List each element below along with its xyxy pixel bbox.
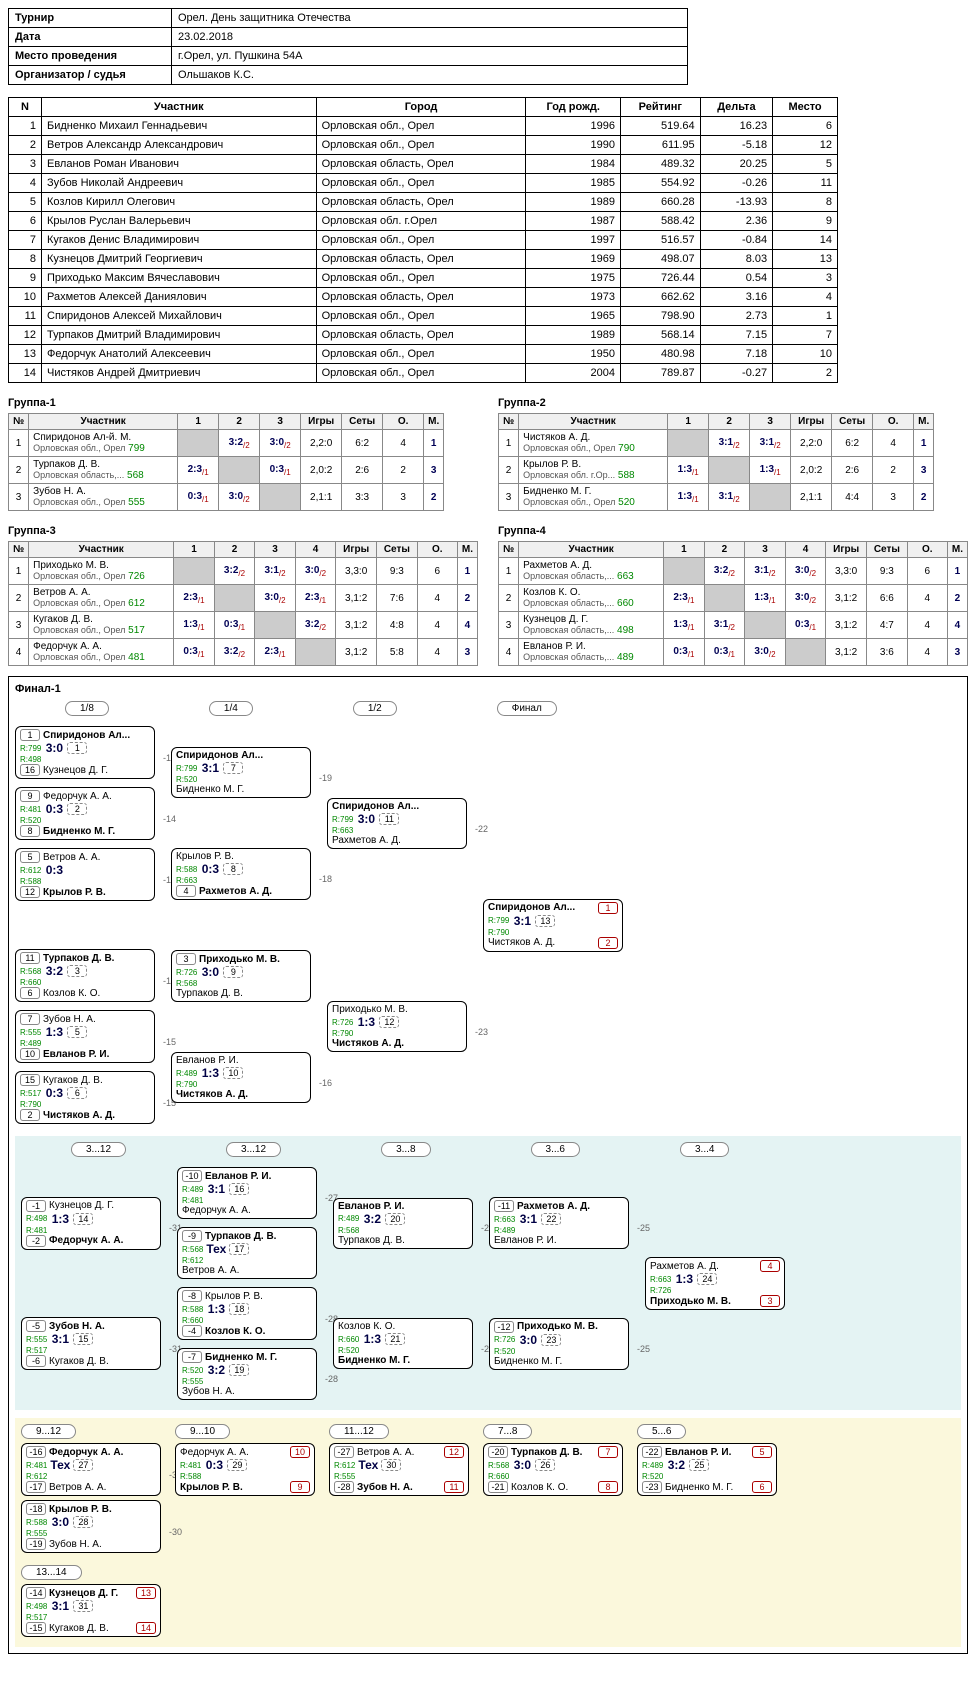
group-table: Группа-1 №Участник123ИгрыСетыО.М. 1 Спир… [8, 393, 478, 511]
table-row: 7Кугаков Денис ВладимировичОрловская обл… [9, 231, 838, 250]
group-row: 3 Зубов Н. А.Орловская обл., Орел 555 0:… [9, 484, 444, 511]
bracket-match: Рахметов А. Д.4 R:6631:324 R:726 Приходь… [645, 1257, 785, 1310]
final-bracket: Финал-1 1/8 1/4 1/2 Финал 1Спиридонов Ал...… [8, 676, 968, 1654]
consolation-3-12: 3...123...123...83...63...4 -1Кузнецов Д… [15, 1136, 961, 1410]
bracket-match: Приходько М. В. R:7261:312 R:790 Чистяко… [327, 1001, 467, 1052]
table-row: 5Козлов Кирилл ОлеговичОрловская область… [9, 193, 838, 212]
bracket-match: 9Федорчук А. А. R:4810:32 R:520 8Бидненк… [15, 787, 155, 840]
table-row: 14Чистяков Андрей ДмитриевичОрловская об… [9, 364, 838, 383]
mini-bracket: 9...12 -16Федорчук А. А. R:481Тех27 R:61… [21, 1424, 161, 1557]
col-header: Рейтинг [620, 98, 700, 117]
table-row: 1Бидненко Михаил ГеннадьевичОрловская об… [9, 117, 838, 136]
bracket-match: Евланов Р. И. R:4893:220 R:568 Турпаков … [333, 1198, 473, 1249]
group-row: 1 Рахметов А. Д.Орловская область,... 66… [499, 558, 968, 585]
bracket-match: Спиридонов Ал... R:7993:17 R:520 Бидненк… [171, 747, 311, 798]
group-row: 1 Чистяков А. Д.Орловская обл., Орел 790… [499, 430, 934, 457]
bracket-match: -16Федорчук А. А. R:481Тех27 R:612 -17Ве… [21, 1443, 161, 1496]
bracket-match: 5Ветров А. А. R:6120:3 R:588 12Крылов Р.… [15, 848, 155, 901]
bracket-title: Финал-1 [15, 683, 961, 695]
table-row: 6Крылов Руслан ВалерьевичОрловская обл. … [9, 212, 838, 231]
group-row: 2 Козлов К. О.Орловская область,... 660 … [499, 585, 968, 612]
bracket-match: -22Евланов Р. И.5 R:4893:225 R:520 -23Би… [637, 1443, 777, 1496]
col-header: Место [773, 98, 838, 117]
info-table: ТурнирОрел. День защитника ОтечестваДата… [8, 8, 688, 85]
group-table: Группа-3 №Участник1234ИгрыСетыО.М. 1 При… [8, 521, 478, 666]
bracket-match: Крылов Р. В. R:5880:38 R:663 4Рахметов А… [171, 848, 311, 900]
participants-table: NУчастникГородГод рожд.РейтингДельтаМест… [8, 97, 838, 383]
bracket-match: 3Приходько М. В. R:7263:09 R:568 Турпако… [171, 950, 311, 1002]
bracket-match: Козлов К. О. R:6601:321 R:520 Бидненко М… [333, 1318, 473, 1369]
mini-bracket: 9...10 Федорчук А. А.10 R:4810:329 R:588… [175, 1424, 315, 1557]
bracket-match: -5Зубов Н. А. R:5553:115 R:517 -6Кугаков… [21, 1317, 161, 1370]
info-row: ТурнирОрел. День защитника Отечества [9, 9, 688, 28]
bracket-match: 1Спиридонов Ал... R:7993:01 R:498 16Кузн… [15, 726, 155, 779]
bracket-match: 15Кугаков Д. В. R:5170:36 R:790 2Чистяко… [15, 1071, 155, 1124]
bracket-match: Федорчук А. А.10 R:4810:329 R:588 Крылов… [175, 1443, 315, 1496]
table-row: 10Рахметов Алексей ДанияловичОрловская о… [9, 288, 838, 307]
col-header: Дельта [700, 98, 772, 117]
group-table: Группа-2 №Участник123ИгрыСетыО.М. 1 Чист… [498, 393, 968, 511]
bracket-match: 7Зубов Н. А. R:5551:35 R:489 10Евланов Р… [15, 1010, 155, 1063]
group-row: 4 Федорчук А. А.Орловская обл., Орел 481… [9, 639, 478, 666]
table-row: 12Турпаков Дмитрий ВладимировичОрловская… [9, 326, 838, 345]
col-header: N [9, 98, 42, 117]
group-row: 1 Приходько М. В.Орловская обл., Орел 72… [9, 558, 478, 585]
bracket-match: Спиридонов Ал... R:7993:011 R:663 Рахмет… [327, 798, 467, 849]
group-row: 3 Бидненко М. Г.Орловская обл., Орел 520… [499, 484, 934, 511]
bracket-match: -14Кузнецов Д. Г.13 R:4983:131 R:517 -15… [21, 1584, 161, 1637]
group-row: 2 Ветров А. А.Орловская обл., Орел 612 2… [9, 585, 478, 612]
bracket-match: -18Крылов Р. В. R:5883:028 R:555 -19Зубо… [21, 1500, 161, 1553]
col-header: Город [316, 98, 526, 117]
group-row: 2 Турпаков Д. В.Орловская область,... 56… [9, 457, 444, 484]
table-row: 11Спиридонов Алексей МихайловичОрловская… [9, 307, 838, 326]
col-header: Участник [42, 98, 317, 117]
bracket-match: -20Турпаков Д. В.7 R:5683:026 R:660 -21К… [483, 1443, 623, 1496]
bracket-match: -8Крылов Р. В. R:5881:318 R:660 -4Козлов… [177, 1287, 317, 1340]
table-row: 2Ветров Александр АлександровичОрловская… [9, 136, 838, 155]
bracket-match: -12Приходько М. В. R:7263:023 R:520 Бидн… [489, 1318, 629, 1370]
group-row: 3 Кузнецов Д. Г.Орловская область,... 49… [499, 612, 968, 639]
group-table: Группа-4 №Участник1234ИгрыСетыО.М. 1 Рах… [498, 521, 968, 666]
bracket-match: -1Кузнецов Д. Г. R:4981:314 R:481 -2Федо… [21, 1197, 161, 1250]
round-header: Финал [497, 701, 557, 716]
info-row: Место проведенияг.Орел, ул. Пушкина 54А [9, 47, 688, 66]
group-row: 3 Кугаков Д. В.Орловская обл., Орел 517 … [9, 612, 478, 639]
bracket-match: -27Ветров А. А.12 R:612Тех30 R:555 -28Зу… [329, 1443, 469, 1496]
table-row: 13Федорчук Анатолий АлексеевичОрловская … [9, 345, 838, 364]
table-row: 9Приходько Максим ВячеславовичОрловская … [9, 269, 838, 288]
mini-bracket: 7...8 -20Турпаков Д. В.7 R:5683:026 R:66… [483, 1424, 623, 1557]
bracket-match: Евланов Р. И. R:4891:310 R:790 Чистяков … [171, 1052, 311, 1103]
consolation-lower: 9...12 -16Федорчук А. А. R:481Тех27 R:61… [15, 1418, 961, 1647]
mini-bracket: 11...12 -27Ветров А. А.12 R:612Тех30 R:5… [329, 1424, 469, 1557]
round-header: 1/8 [65, 701, 109, 716]
group-row: 1 Спиридонов Ал-й. М.Орловская обл., Оре… [9, 430, 444, 457]
info-row: Дата23.02.2018 [9, 28, 688, 47]
group-row: 2 Крылов Р. В.Орловская обл. г.Ор... 588… [499, 457, 934, 484]
bracket-match: -10Евланов Р. И. R:4893:116 R:481 Федорч… [177, 1167, 317, 1219]
bracket-match: -7Бидненко М. Г. R:5203:219 R:555 Зубов … [177, 1348, 317, 1400]
bracket-match: Спиридонов Ал...1 R:7993:113 R:790 Чистя… [483, 899, 623, 952]
bracket-match: 11Турпаков Д. В. R:5683:23 R:660 6Козлов… [15, 949, 155, 1002]
table-row: 3Евланов Роман ИвановичОрловская область… [9, 155, 838, 174]
round-header: 1/2 [353, 701, 397, 716]
col-header: Год рожд. [526, 98, 621, 117]
table-row: 4Зубов Николай АндреевичОрловская обл., … [9, 174, 838, 193]
bracket-match: -9Турпаков Д. В. R:568Тех17 R:612 Ветров… [177, 1227, 317, 1279]
table-row: 8Кузнецов Дмитрий ГеоргиевичОрловская об… [9, 250, 838, 269]
mini-bracket: 5...6 -22Евланов Р. И.5 R:4893:225 R:520… [637, 1424, 777, 1557]
bracket-match: -11Рахметов А. Д. R:6633:122 R:489 Евлан… [489, 1197, 629, 1249]
group-row: 4 Евланов Р. И.Орловская область,... 489… [499, 639, 968, 666]
round-header: 1/4 [209, 701, 253, 716]
info-row: Организатор / судьяОльшаков К.С. [9, 66, 688, 85]
